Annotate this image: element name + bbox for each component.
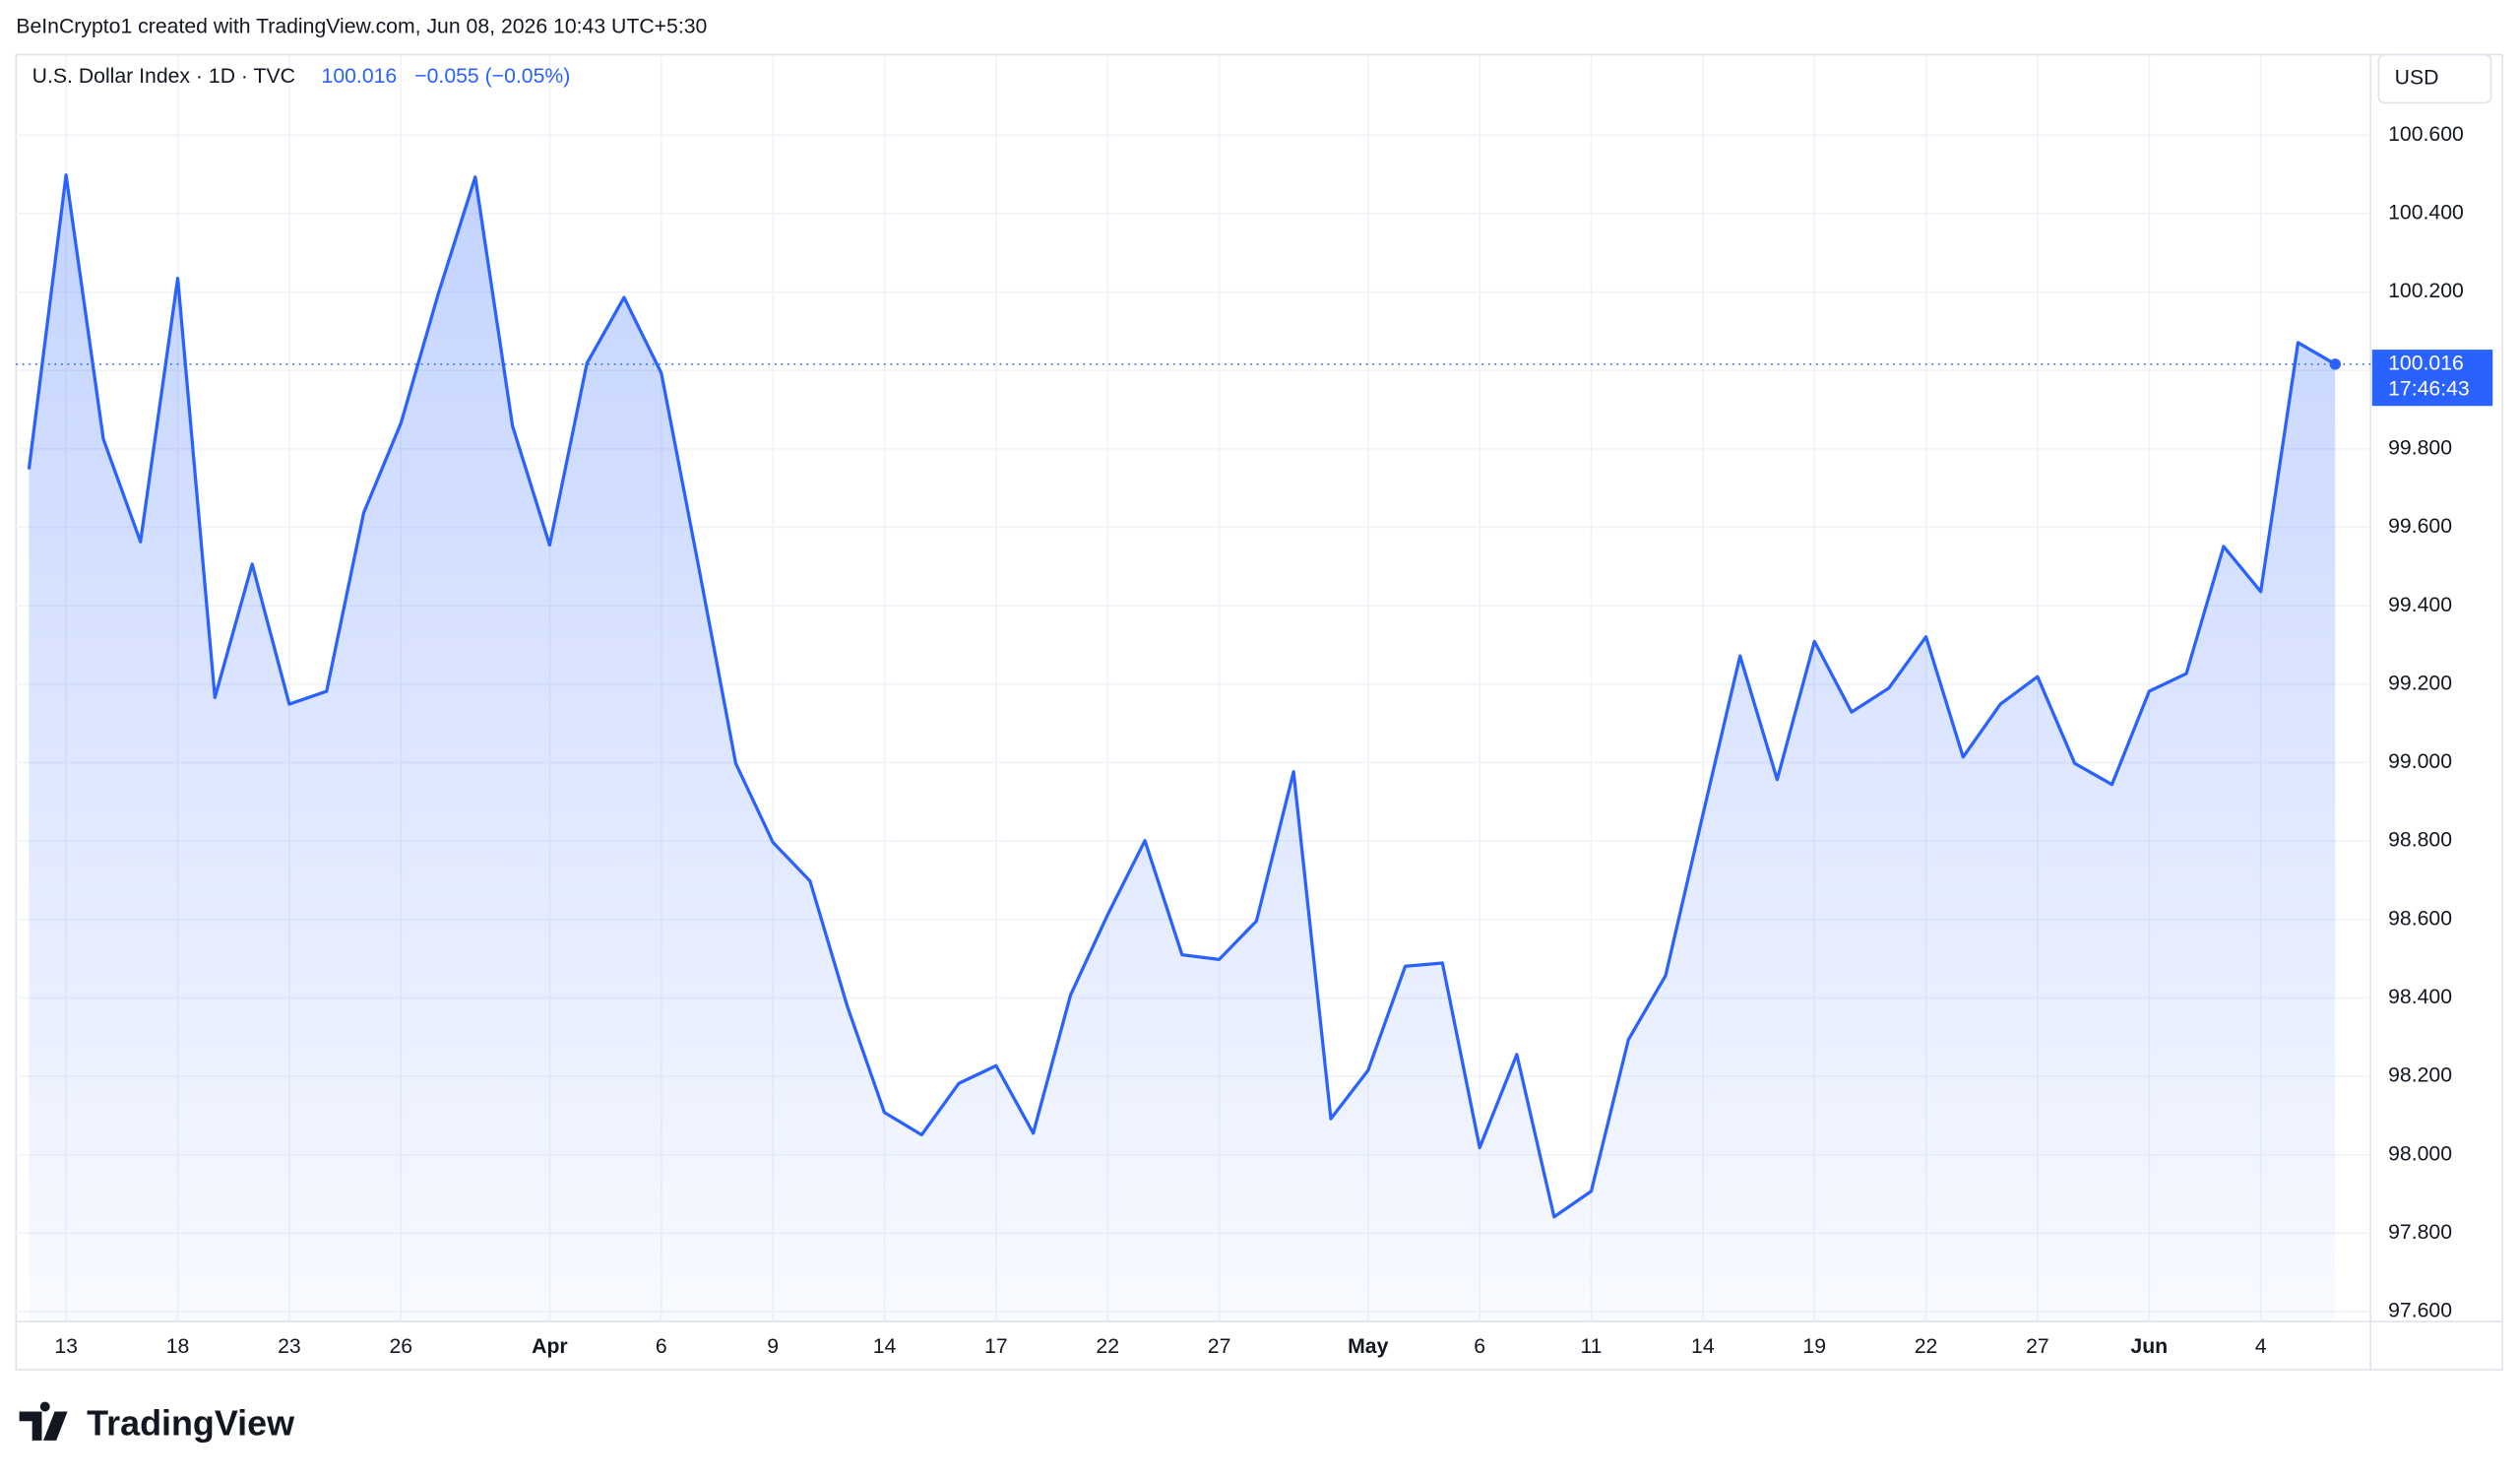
- x-tick-label: 11: [1580, 1335, 1602, 1358]
- x-tick-label: 6: [656, 1335, 667, 1358]
- x-tick-label: 6: [1474, 1335, 1485, 1358]
- x-tick-label: Apr: [532, 1335, 568, 1358]
- y-tick-label: 98.400: [2388, 986, 2452, 1008]
- x-tick-label: 22: [1915, 1335, 1938, 1358]
- x-tick-label: 14: [873, 1335, 897, 1358]
- x-tick-label: 17: [984, 1335, 1008, 1358]
- x-tick-label: 26: [389, 1335, 412, 1358]
- price-label-box: [2371, 350, 2493, 407]
- currency-button[interactable]: [2377, 53, 2492, 104]
- y-tick-label: 98.600: [2388, 907, 2452, 930]
- logo-text: TradingView: [87, 1403, 294, 1444]
- area-fill: [29, 174, 2336, 1322]
- last-point: [2329, 358, 2341, 370]
- legend-change: −0.055 (−0.05%): [414, 65, 570, 88]
- y-tick-label: 99.200: [2388, 672, 2452, 694]
- x-tick-label: 19: [1802, 1335, 1826, 1358]
- x-tick-label: 27: [1208, 1335, 1231, 1358]
- y-tick-label: 100.600: [2388, 123, 2464, 146]
- pane-border: [15, 53, 2503, 1371]
- y-tick-label: 99.800: [2388, 436, 2452, 459]
- x-tick-label: 9: [767, 1335, 779, 1358]
- x-tick-label: 18: [166, 1335, 190, 1358]
- y-tick-label: 100.400: [2388, 201, 2464, 224]
- x-tick-label: 4: [2255, 1335, 2267, 1358]
- y-tick-label: 99.400: [2388, 594, 2452, 616]
- y-tick-label: 98.000: [2388, 1142, 2452, 1165]
- currency[interactable]: USD: [2395, 67, 2439, 90]
- y-tick-label: 97.600: [2388, 1300, 2452, 1322]
- y-tick-label: 98.800: [2388, 829, 2452, 852]
- y-tick-label: 99.000: [2388, 750, 2452, 773]
- price-label: 100.016: [2388, 352, 2464, 374]
- x-tick-label: 22: [1096, 1335, 1119, 1358]
- x-tick-label: Jun: [2130, 1335, 2168, 1358]
- x-tick-label: 27: [2026, 1335, 2049, 1358]
- x-tick-label: 14: [1691, 1335, 1715, 1358]
- price-countdown: 17:46:43: [2388, 378, 2470, 401]
- y-tick-label: 98.200: [2388, 1064, 2452, 1087]
- y-tick-label: 97.800: [2388, 1221, 2452, 1244]
- x-tick-label: May: [1348, 1335, 1388, 1358]
- legend-price: 100.016: [322, 65, 398, 88]
- price-line: [27, 173, 2337, 1219]
- x-tick-label: 23: [278, 1335, 301, 1358]
- credit: BeInCrypto1 created with TradingView.com…: [16, 15, 707, 37]
- logo: TradingView: [19, 1401, 294, 1444]
- y-tick-label: 99.600: [2388, 515, 2452, 538]
- y-tick-label: 100.200: [2388, 280, 2464, 302]
- x-tick-label: 13: [54, 1335, 78, 1358]
- legend-symbol: U.S. Dollar Index · 1D · TVC: [32, 65, 295, 88]
